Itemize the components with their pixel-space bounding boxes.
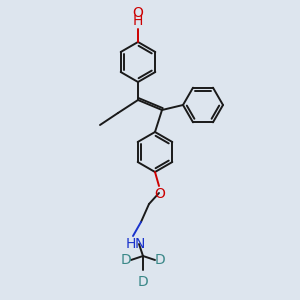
Text: N: N — [135, 237, 145, 251]
Text: O: O — [154, 187, 165, 201]
Text: H: H — [133, 14, 143, 28]
Text: H: H — [126, 237, 136, 251]
Text: D: D — [121, 253, 131, 267]
Text: O: O — [133, 6, 143, 20]
Text: D: D — [138, 275, 148, 289]
Text: D: D — [154, 253, 165, 267]
